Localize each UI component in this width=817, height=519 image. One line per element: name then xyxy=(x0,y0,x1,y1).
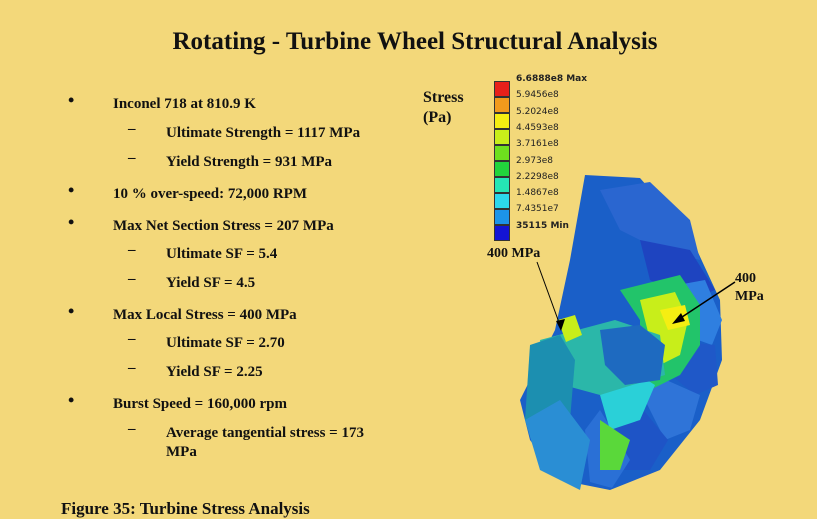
stress-legend-title-line1: Stress xyxy=(423,89,464,106)
sub-bullet-item: Ultimate Strength = 1117 MPa xyxy=(166,125,361,141)
bullet-item: Inconel 718 at 810.9 K xyxy=(113,96,256,112)
hub-bore xyxy=(600,325,665,385)
blade-right-3 xyxy=(645,375,700,440)
legend-swatch xyxy=(494,193,510,209)
legend-swatch xyxy=(494,97,510,113)
bullet-dash: – xyxy=(128,121,136,137)
legend-swatch xyxy=(494,177,510,193)
callout-right-line1: 400 xyxy=(735,271,756,286)
bullet-dash: – xyxy=(128,421,136,437)
legend-value: 6.6888e8 Max xyxy=(516,74,588,84)
callout-arrow-right xyxy=(675,281,736,322)
legend-swatch xyxy=(494,129,510,145)
sub-bullet-item: Average tangential stress = 173 xyxy=(166,425,364,441)
legend-value: 5.9456e8 xyxy=(516,90,559,101)
stress-hotspot-right xyxy=(660,305,690,330)
bullet-dot: • xyxy=(68,180,75,200)
sub-bullet-item: Ultimate SF = 2.70 xyxy=(166,335,285,351)
callout-arrowhead-right xyxy=(672,313,685,324)
bullet-item: Burst Speed = 160,000 rpm xyxy=(113,396,287,412)
legend-value: 3.7161e8 xyxy=(516,139,559,150)
sub-bullet-item: Yield SF = 2.25 xyxy=(166,364,263,380)
bullet-dot: • xyxy=(68,90,75,110)
slide-title: Rotating - Turbine Wheel Structural Anal… xyxy=(172,28,658,55)
legend-swatch xyxy=(494,209,510,225)
bullet-dot: • xyxy=(68,212,75,232)
bullet-item: Max Local Stress = 400 MPa xyxy=(113,307,297,323)
legend-value: 2.973e8 xyxy=(516,155,554,166)
sub-bullet-item: Yield SF = 4.5 xyxy=(166,275,256,291)
callout-arrow-left xyxy=(536,261,562,329)
bullet-dot: • xyxy=(68,390,75,410)
sub-bullet-item: MPa xyxy=(166,444,197,460)
stress-legend-title: Stress (Pa) xyxy=(423,88,464,128)
legend-value: 35115 Min xyxy=(516,220,569,231)
legend-value: 7.4351e7 xyxy=(516,204,559,215)
stress-lower-green xyxy=(600,420,630,470)
bullet-item: Max Net Section Stress = 207 MPa xyxy=(113,218,334,234)
legend-value: 2.2298e8 xyxy=(516,171,559,182)
sub-bullet-item: Yield Strength = 931 MPa xyxy=(166,154,333,170)
bullet-dot: • xyxy=(68,301,75,321)
sub-bullet-item: Ultimate SF = 5.4 xyxy=(166,246,278,262)
blade-upper xyxy=(600,182,700,260)
legend-swatch xyxy=(494,145,510,161)
bullet-dash: – xyxy=(128,242,136,258)
legend-swatch xyxy=(494,81,510,97)
legend-value: 5.2024e8 xyxy=(516,106,559,117)
bullet-dash: – xyxy=(128,150,136,166)
bullet-item: 10 % over-speed: 72,000 RPM xyxy=(113,186,307,202)
bullet-dash: – xyxy=(128,271,136,287)
legend-swatch xyxy=(494,113,510,129)
legend-swatch xyxy=(494,161,510,177)
legend-swatch xyxy=(494,225,510,241)
front-blade xyxy=(525,400,590,490)
legend-value: 4.4593e8 xyxy=(516,122,559,133)
callout-arrowhead-left xyxy=(556,319,565,331)
callout-left-label: 400 MPa xyxy=(487,246,541,261)
stress-legend-title-line2: (Pa) xyxy=(423,109,452,126)
bullet-dash: – xyxy=(128,331,136,347)
figure-caption: Figure 35: Turbine Stress Analysis xyxy=(61,499,310,518)
legend-value: 1.4867e8 xyxy=(516,188,559,199)
callout-right-line2: MPa xyxy=(735,289,764,304)
bullet-list: • Inconel 718 at 810.9 K – Ultimate Strengt… xyxy=(68,90,364,460)
bullet-dash: – xyxy=(128,360,136,376)
callout-right-label: 400 MPa xyxy=(735,270,764,306)
